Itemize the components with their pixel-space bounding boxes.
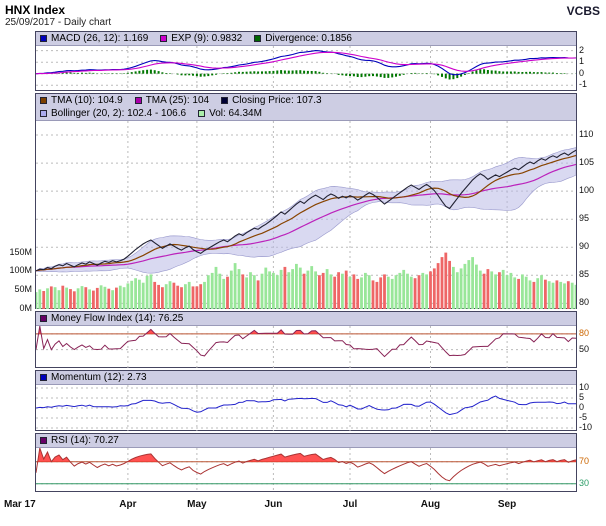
y-tick-label: -1 — [579, 79, 588, 90]
y-tick-label: 110 — [579, 129, 594, 140]
momentum-plot — [36, 385, 576, 431]
volume-value-label: Vol: 64.34M — [209, 108, 262, 119]
y-tick-label: 5 — [579, 392, 585, 402]
volume-swatch — [198, 110, 206, 117]
y-tick-label: 90 — [579, 241, 590, 252]
y-tick-label: 30 — [579, 477, 590, 488]
y-tick-label: 80 — [579, 297, 590, 308]
macd-panel: MACD (26, 12): 1.169 EXP (9): 0.9832 Div… — [35, 31, 577, 91]
macd-value-label: MACD (26, 12): 1.169 — [51, 33, 149, 44]
tma10-swatch — [40, 97, 47, 104]
rsi-panel: RSI (14): 70.27 — [35, 433, 577, 492]
y-tick-label: 10 — [579, 382, 590, 392]
mfi-legend: Money Flow Index (14): 76.25 — [36, 312, 576, 326]
momentum-legend: Momentum (12): 2.73 — [36, 371, 576, 385]
mfi-value-label: Money Flow Index (14): 76.25 — [51, 313, 184, 324]
y-tick-label: 105 — [579, 157, 595, 168]
brand-logo: VCBS — [566, 4, 600, 18]
y-tick-label: 70 — [579, 455, 590, 466]
rsi-value-label: RSI (14): 70.27 — [51, 435, 119, 446]
x-axis-label: Mar 17 — [4, 499, 36, 510]
price-panel: TMA (10): 104.9 TMA (25): 104 Closing Pr… — [35, 93, 577, 309]
volume-tick-label: 50M — [14, 284, 32, 295]
tma25-value-label: TMA (25): 104 — [145, 95, 210, 106]
price-legend: TMA (10): 104.9 TMA (25): 104 Closing Pr… — [36, 94, 576, 121]
y-tick-label: 85 — [579, 269, 590, 280]
y-tick-label: 80 — [579, 327, 590, 338]
tma10-value-label: TMA (10): 104.9 — [51, 95, 123, 106]
rsi-plot — [36, 448, 576, 492]
y-tick-label: 95 — [579, 213, 590, 224]
y-tick-label: -5 — [579, 412, 588, 422]
y-tick-label: -10 — [579, 422, 593, 432]
x-axis-label: Sep — [497, 499, 517, 510]
macd-signal-value-label: EXP (9): 0.9832 — [171, 33, 243, 44]
rsi-swatch — [40, 437, 47, 444]
macd-legend: MACD (26, 12): 1.169 EXP (9): 0.9832 Div… — [36, 32, 576, 46]
momentum-swatch — [40, 374, 47, 381]
momentum-value-label: Momentum (12): 2.73 — [51, 372, 147, 383]
macd-signal-swatch — [160, 35, 168, 42]
macd-plot — [36, 46, 576, 91]
macd-divergence-swatch — [254, 35, 262, 42]
macd-line-swatch — [40, 35, 47, 42]
y-tick-label: 0 — [579, 402, 585, 412]
tma25-swatch — [134, 97, 142, 104]
volume-tick-label: 100M — [9, 265, 32, 276]
x-axis-label: Apr — [119, 499, 137, 510]
price-plot — [36, 121, 576, 309]
mfi-swatch — [40, 315, 47, 322]
y-tick-label: 2 — [579, 44, 585, 55]
closing-price-value-label: Closing Price: 107.3 — [232, 95, 322, 106]
chart-date-subtitle: 25/09/2017 - Daily chart — [5, 17, 112, 28]
x-axis-label: May — [187, 499, 207, 510]
macd-divergence-value-label: Divergence: 0.1856 — [265, 33, 352, 44]
volume-tick-label: 150M — [9, 246, 32, 257]
y-tick-label: 100 — [579, 185, 595, 196]
closing-price-swatch — [221, 97, 229, 104]
y-tick-label: 50 — [579, 343, 590, 354]
rsi-legend: RSI (14): 70.27 — [36, 434, 576, 448]
x-axis-label: Aug — [420, 499, 441, 510]
bollinger-swatch — [40, 110, 47, 117]
page-title: HNX Index — [5, 3, 66, 17]
y-tick-label: 0 — [579, 67, 585, 78]
momentum-panel: Momentum (12): 2.73 — [35, 370, 577, 431]
x-axis-label: Jul — [342, 499, 358, 510]
mfi-plot — [36, 326, 576, 368]
volume-tick-label: 0M — [19, 303, 32, 313]
bollinger-value-label: Bollinger (20, 2): 102.4 - 106.6 — [51, 108, 187, 119]
money-flow-index-panel: Money Flow Index (14): 76.25 — [35, 311, 577, 368]
x-axis-label: Jun — [264, 499, 283, 510]
y-tick-label: 1 — [579, 56, 585, 67]
